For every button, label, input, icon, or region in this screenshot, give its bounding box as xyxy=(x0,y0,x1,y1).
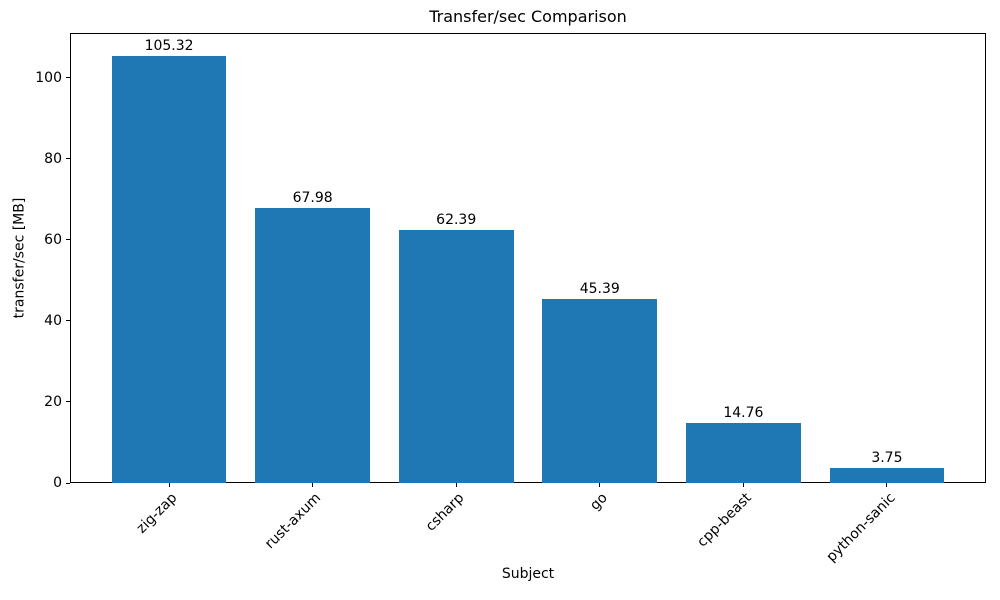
x-tick-label-csharp: csharp xyxy=(422,490,468,535)
chart-title: Transfer/sec Comparison xyxy=(429,7,627,26)
bar-python-sanic xyxy=(829,467,945,483)
y-tick-mark xyxy=(66,401,70,403)
y-tick-mark xyxy=(66,482,70,484)
y-tick-label: 20 xyxy=(44,393,62,410)
x-tick-label-python-sanic: python-sanic xyxy=(823,490,899,566)
y-tick-label: 40 xyxy=(44,312,62,329)
x-tick-label-go: go xyxy=(587,490,612,514)
x-tick-label-rust-axum: rust-axum xyxy=(261,490,324,553)
x-tick-mark xyxy=(742,483,744,487)
x-tick-label-cpp-beast: cpp-beast xyxy=(694,490,755,551)
bar-value-label: 3.75 xyxy=(871,449,903,466)
x-tick-mark xyxy=(599,483,601,487)
y-tick-mark xyxy=(66,320,70,322)
y-tick-mark xyxy=(66,158,70,160)
bar-value-label: 105.32 xyxy=(144,38,194,55)
bar-go xyxy=(542,299,658,483)
bar-value-label: 45.39 xyxy=(579,281,620,298)
bar-zig-zap xyxy=(111,56,227,483)
y-tick-label: 0 xyxy=(53,475,62,491)
x-axis-label: Subject xyxy=(501,566,555,582)
bar-cpp-beast xyxy=(685,423,801,483)
bar-rust-axum xyxy=(255,207,371,483)
bar-value-label: 14.76 xyxy=(723,405,764,422)
x-tick-mark xyxy=(886,483,888,487)
x-tick-mark xyxy=(168,483,170,487)
y-tick-mark xyxy=(66,77,70,79)
x-tick-mark xyxy=(312,483,314,487)
y-tick-label: 100 xyxy=(35,69,62,86)
y-axis-label: transfer/sec [MB] xyxy=(11,197,28,319)
bar-csharp xyxy=(398,230,514,483)
y-tick-label: 60 xyxy=(44,231,62,248)
x-tick-mark xyxy=(455,483,457,487)
bar-value-label: 62.39 xyxy=(436,212,477,229)
x-tick-label-zig-zap: zig-zap xyxy=(133,490,181,537)
y-tick-label: 80 xyxy=(44,150,62,167)
bar-value-label: 67.98 xyxy=(292,189,333,206)
y-tick-mark xyxy=(66,239,70,241)
